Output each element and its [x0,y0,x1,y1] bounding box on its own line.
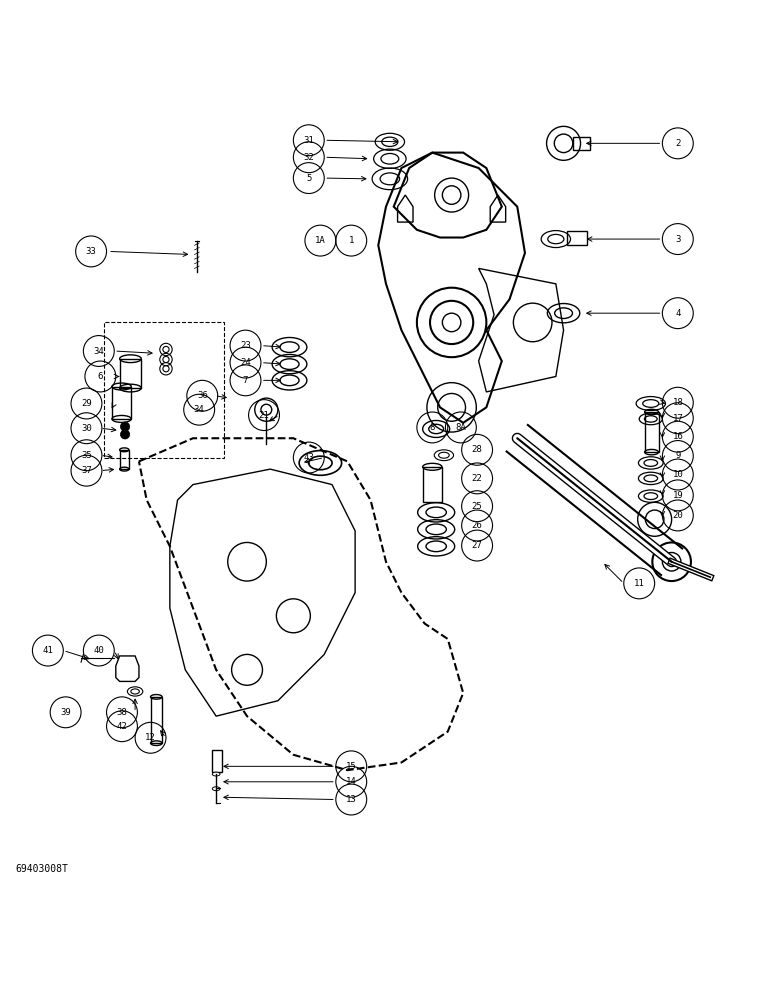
Ellipse shape [212,772,220,776]
Text: 1: 1 [349,236,354,245]
Text: 29: 29 [81,399,92,408]
Text: 14: 14 [346,777,357,786]
Text: 27: 27 [472,541,482,550]
Text: 22: 22 [472,474,482,483]
Text: 43: 43 [303,453,314,462]
Text: 16: 16 [672,432,683,441]
Bar [567,231,587,245]
Bar [151,697,162,743]
Text: 25: 25 [472,502,482,511]
Text: 7: 7 [243,376,248,385]
Circle shape [120,422,130,431]
Text: 41: 41 [42,646,53,655]
Text: 8: 8 [430,423,435,432]
Text: 40: 40 [93,646,104,655]
Bar [212,750,222,772]
Bar [645,412,659,452]
Text: 34: 34 [93,347,104,356]
Bar [112,387,131,419]
Text: 23: 23 [240,341,251,350]
Text: 42: 42 [117,722,127,731]
Text: 12: 12 [145,733,156,742]
Text: 35: 35 [81,451,92,460]
Text: 20: 20 [672,511,683,520]
Text: 1A: 1A [315,236,326,245]
Text: 9: 9 [676,451,680,460]
Text: 11: 11 [634,579,645,588]
Text: 28: 28 [472,445,482,454]
Bar [104,322,224,458]
Text: 13: 13 [346,795,357,804]
Text: 21: 21 [259,411,269,420]
Text: 24: 24 [240,358,251,367]
Text: 18: 18 [672,398,683,407]
Text: 69403008T: 69403008T [15,864,68,874]
Bar [423,467,442,502]
Text: 36: 36 [197,391,208,400]
Text: 34: 34 [194,405,205,414]
Text: 30: 30 [81,424,92,433]
Text: 19: 19 [672,491,683,500]
Text: 33: 33 [86,247,96,256]
Text: 31: 31 [303,136,314,145]
Text: 17: 17 [672,414,683,423]
Text: 6: 6 [98,372,103,381]
Text: 15: 15 [346,762,357,771]
Text: 39: 39 [60,708,71,717]
Text: 5: 5 [306,174,311,183]
Text: 37: 37 [81,466,92,475]
Circle shape [120,430,130,439]
Bar [120,450,129,469]
Text: 3: 3 [676,235,680,244]
Ellipse shape [212,787,220,791]
Text: 2: 2 [676,139,680,148]
Text: 32: 32 [303,153,314,162]
Text: 4: 4 [676,309,680,318]
Bar [573,137,590,150]
Text: 10: 10 [672,470,683,479]
Circle shape [652,542,691,581]
Text: 8A: 8A [455,423,466,432]
Text: 26: 26 [472,521,482,530]
Bar [120,359,141,388]
Text: 38: 38 [117,708,127,717]
